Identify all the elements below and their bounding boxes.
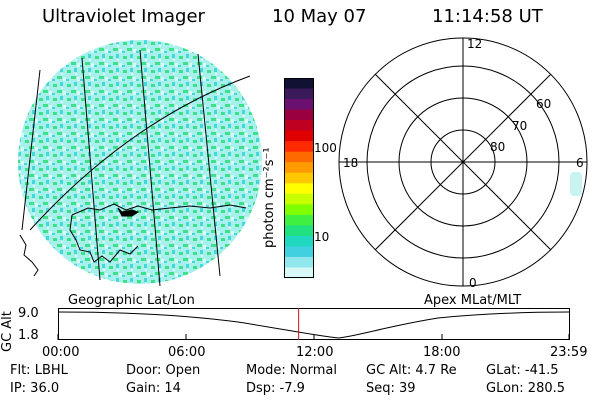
colorbar-segment	[284, 162, 314, 174]
date: 10 May 07	[272, 6, 367, 27]
colorbar-segment	[284, 246, 314, 258]
colorbar-segment	[284, 141, 314, 153]
colorbar-segment	[284, 78, 314, 90]
info-ip: IP: 36.0	[10, 381, 60, 396]
altitude-ytick-high: 9.0	[18, 306, 39, 321]
mlt-label-0: 0	[469, 276, 477, 290]
colorbar-segment	[284, 193, 314, 205]
geo-map-label: Geographic Lat/Lon	[68, 293, 195, 308]
colorbar-segment	[284, 235, 314, 247]
title: Ultraviolet Imager	[42, 6, 205, 27]
polar-plot-label: Apex MLat/MLT	[424, 293, 522, 308]
colorbar-segment	[284, 88, 314, 100]
colorbar-tick-10: 10	[314, 230, 330, 244]
altitude-xtick-2359: 23:59	[550, 345, 588, 360]
colorbar-segment	[284, 151, 314, 163]
info-mode: Mode: Normal	[246, 363, 337, 378]
altitude-xtick-0600: 06:00	[168, 345, 206, 360]
colorbar-segment	[284, 120, 314, 132]
lat-label-80: 80	[490, 140, 506, 154]
info-gain: Gain: 14	[126, 381, 181, 396]
altitude-xtick-1800: 18:00	[423, 345, 461, 360]
lat-label-60: 60	[536, 97, 552, 111]
colorbar-segment	[284, 214, 314, 226]
colorbar-segment	[284, 99, 314, 111]
mlt-label-6: 6	[576, 156, 584, 170]
colorbar-tick-100: 100	[314, 141, 337, 155]
time: 11:14:58 UT	[432, 6, 543, 27]
info-door: Door: Open	[126, 363, 201, 378]
info-flt: Flt: LBHL	[10, 363, 68, 378]
altitude-plot	[57, 308, 571, 340]
colorbar-segment	[284, 225, 314, 237]
altitude-xtick-1200: 12:00	[296, 345, 334, 360]
geo-image	[18, 40, 262, 287]
info-gc-alt: GC Alt: 4.7 Re	[366, 363, 457, 378]
colorbar-segment	[284, 109, 314, 121]
colorbar-segment	[284, 256, 314, 268]
altitude-xtick-0000: 00:00	[42, 345, 80, 360]
info-seq: Seq: 39	[366, 381, 416, 396]
lat-label-70: 70	[512, 119, 528, 133]
info-dsp: Dsp: -7.9	[246, 381, 305, 396]
colorbar-segment	[284, 130, 314, 142]
colorbar-segment	[284, 267, 314, 279]
colorbar-segment	[284, 172, 314, 184]
mlt-label-18: 18	[343, 156, 359, 170]
info-glon: GLon: 280.5	[486, 381, 566, 396]
colorbar-segment	[284, 204, 314, 216]
colorbar-segment	[284, 183, 314, 195]
mlt-label-12: 12	[467, 37, 483, 51]
colorbar	[284, 78, 314, 279]
polar-plot	[338, 37, 588, 287]
altitude-ylabel: GC Alt	[0, 311, 15, 352]
altitude-ytick-low: 1.8	[18, 328, 39, 343]
info-glat: GLat: -41.5	[486, 363, 559, 378]
colorbar-label: photon cm⁻²s⁻¹	[262, 147, 277, 248]
